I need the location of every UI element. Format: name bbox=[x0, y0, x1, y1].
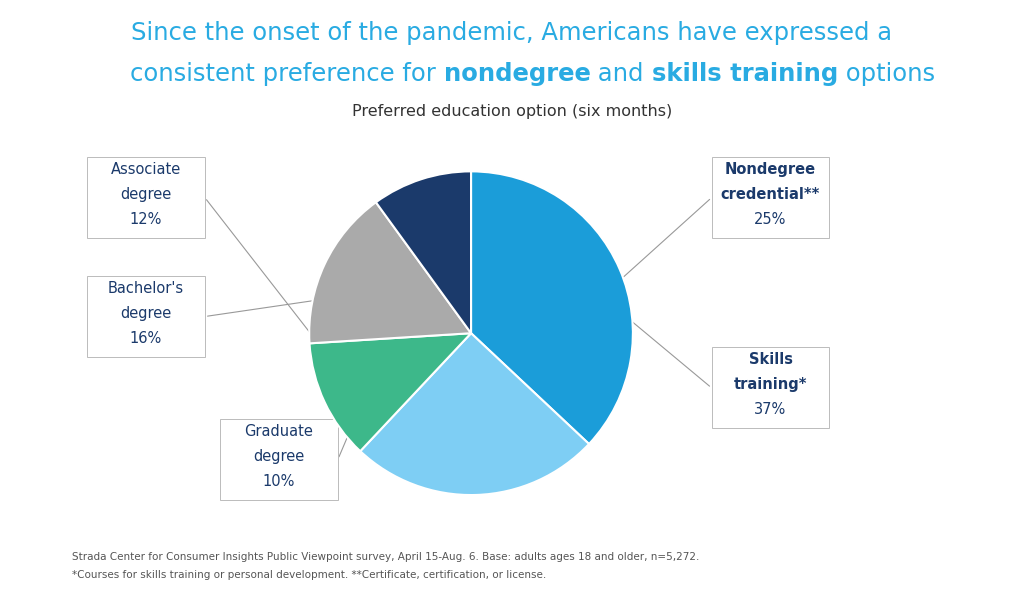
Wedge shape bbox=[471, 171, 633, 444]
Wedge shape bbox=[360, 333, 589, 495]
Text: consistent preference for: consistent preference for bbox=[130, 62, 443, 86]
Text: Nondegree: Nondegree bbox=[725, 162, 816, 177]
FancyBboxPatch shape bbox=[712, 347, 829, 428]
Wedge shape bbox=[376, 171, 471, 333]
Text: Associate: Associate bbox=[111, 162, 181, 177]
Text: training*: training* bbox=[734, 377, 807, 393]
Text: Bachelor's: Bachelor's bbox=[108, 281, 184, 296]
Text: Since the onset of the pandemic, Americans have expressed a: Since the onset of the pandemic, America… bbox=[131, 21, 893, 45]
FancyBboxPatch shape bbox=[712, 157, 829, 238]
Text: degree: degree bbox=[120, 187, 172, 202]
Wedge shape bbox=[309, 333, 471, 451]
Text: credential**: credential** bbox=[721, 187, 820, 202]
Text: degree: degree bbox=[253, 449, 305, 464]
FancyBboxPatch shape bbox=[87, 157, 205, 238]
Text: 10%: 10% bbox=[263, 474, 295, 489]
Text: Graduate: Graduate bbox=[245, 424, 313, 439]
Text: 16%: 16% bbox=[130, 331, 162, 346]
Text: consistent preference for nondegree and skills training options: consistent preference for nondegree and … bbox=[130, 62, 894, 86]
Text: 12%: 12% bbox=[130, 212, 162, 227]
Text: options: options bbox=[838, 62, 935, 86]
Wedge shape bbox=[309, 202, 471, 343]
Text: 25%: 25% bbox=[755, 212, 786, 227]
FancyBboxPatch shape bbox=[87, 276, 205, 357]
Text: 37%: 37% bbox=[755, 402, 786, 418]
Text: Preferred education option (six months): Preferred education option (six months) bbox=[352, 104, 672, 119]
FancyBboxPatch shape bbox=[220, 419, 338, 500]
Text: Skills: Skills bbox=[749, 352, 793, 368]
Text: Strada Center for Consumer Insights Public Viewpoint survey, April 15-Aug. 6. Ba: Strada Center for Consumer Insights Publ… bbox=[72, 552, 699, 562]
Text: skills training: skills training bbox=[651, 62, 838, 86]
Text: *Courses for skills training or personal development. **Certificate, certificati: *Courses for skills training or personal… bbox=[72, 570, 546, 580]
Text: and: and bbox=[591, 62, 651, 86]
Text: nondegree: nondegree bbox=[443, 62, 591, 86]
Text: degree: degree bbox=[120, 306, 172, 321]
